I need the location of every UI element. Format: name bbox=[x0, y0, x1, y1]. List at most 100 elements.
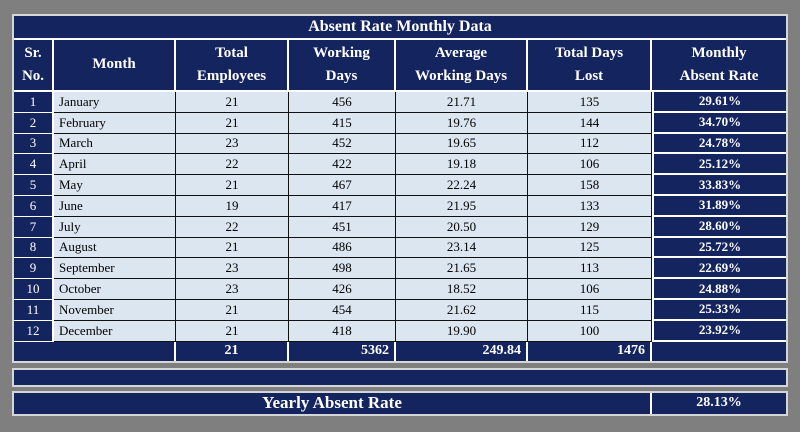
row-month[interactable]: October bbox=[54, 279, 176, 300]
row-total-employees[interactable]: 21 bbox=[176, 92, 289, 113]
row-working-days[interactable]: 452 bbox=[289, 133, 396, 155]
row-working-days[interactable]: 422 bbox=[289, 154, 396, 176]
row-total-employees[interactable]: 22 bbox=[176, 216, 289, 238]
row-working-days[interactable]: 418 bbox=[289, 320, 396, 342]
row-monthly-absent-rate[interactable]: 31.89% bbox=[652, 195, 786, 217]
row-monthly-absent-rate[interactable]: 34.70% bbox=[652, 112, 786, 134]
column-header-monthly-absent-rate[interactable]: Monthly Absent Rate bbox=[652, 40, 786, 90]
row-month[interactable]: February bbox=[54, 112, 176, 134]
column-header-month[interactable]: Month bbox=[54, 40, 176, 90]
column-header-total-days-lost[interactable]: Total Days Lost bbox=[528, 40, 652, 90]
row-monthly-absent-rate[interactable]: 28.60% bbox=[652, 216, 786, 238]
row-sr-no[interactable]: 2 bbox=[14, 112, 54, 134]
row-total-days-lost[interactable]: 158 bbox=[528, 175, 652, 196]
row-average-working-days[interactable]: 21.71 bbox=[396, 92, 528, 113]
row-working-days[interactable]: 498 bbox=[289, 258, 396, 280]
row-month[interactable]: January bbox=[54, 92, 176, 113]
row-average-working-days[interactable]: 18.52 bbox=[396, 279, 528, 300]
row-month[interactable]: September bbox=[54, 258, 176, 280]
row-average-working-days[interactable]: 19.18 bbox=[396, 154, 528, 176]
column-header-average-working-days[interactable]: Average Working Days bbox=[396, 40, 528, 90]
row-average-working-days[interactable]: 23.14 bbox=[396, 237, 528, 259]
totals-total-employees[interactable]: 21 bbox=[176, 341, 289, 361]
row-sr-no[interactable]: 9 bbox=[14, 258, 54, 280]
row-total-days-lost[interactable]: 106 bbox=[528, 154, 652, 176]
row-total-days-lost[interactable]: 135 bbox=[528, 92, 652, 113]
row-average-working-days[interactable]: 19.76 bbox=[396, 112, 528, 134]
row-sr-no[interactable]: 3 bbox=[14, 133, 54, 155]
row-total-days-lost[interactable]: 100 bbox=[528, 320, 652, 342]
column-header-total-employees[interactable]: Total Employees bbox=[176, 40, 289, 90]
yearly-absent-rate-value[interactable]: 28.13% bbox=[696, 395, 742, 411]
row-total-days-lost[interactable]: 115 bbox=[528, 299, 652, 321]
row-month[interactable]: April bbox=[54, 154, 176, 176]
row-total-employees[interactable]: 19 bbox=[176, 195, 289, 217]
table-title-cell[interactable]: Absent Rate Monthly Data bbox=[14, 16, 786, 40]
row-monthly-absent-rate[interactable]: 33.83% bbox=[652, 175, 786, 196]
row-sr-no[interactable]: 12 bbox=[14, 320, 54, 342]
row-month[interactable]: March bbox=[54, 133, 176, 155]
totals-absent-rate-empty-cell[interactable] bbox=[652, 341, 786, 361]
row-working-days[interactable]: 456 bbox=[289, 92, 396, 113]
row-month[interactable]: July bbox=[54, 216, 176, 238]
row-working-days[interactable]: 451 bbox=[289, 216, 396, 238]
row-average-working-days[interactable]: 20.50 bbox=[396, 216, 528, 238]
column-header-working-days[interactable]: Working Days bbox=[289, 40, 396, 90]
row-total-employees[interactable]: 21 bbox=[176, 237, 289, 259]
row-sr-no[interactable]: 5 bbox=[14, 175, 54, 196]
row-working-days[interactable]: 415 bbox=[289, 112, 396, 134]
row-total-days-lost[interactable]: 129 bbox=[528, 216, 652, 238]
row-month[interactable]: November bbox=[54, 299, 176, 321]
row-total-days-lost[interactable]: 113 bbox=[528, 258, 652, 280]
row-total-days-lost[interactable]: 106 bbox=[528, 279, 652, 300]
row-sr-no[interactable]: 6 bbox=[14, 195, 54, 217]
row-monthly-absent-rate[interactable]: 23.92% bbox=[652, 320, 786, 342]
row-monthly-absent-rate[interactable]: 22.69% bbox=[652, 258, 786, 280]
row-month[interactable]: December bbox=[54, 320, 176, 342]
row-total-days-lost[interactable]: 144 bbox=[528, 112, 652, 134]
row-total-employees[interactable]: 21 bbox=[176, 320, 289, 342]
row-average-working-days[interactable]: 21.95 bbox=[396, 195, 528, 217]
row-sr-no[interactable]: 10 bbox=[14, 279, 54, 300]
row-average-working-days[interactable]: 21.62 bbox=[396, 299, 528, 321]
totals-total-days-lost[interactable]: 1476 bbox=[528, 341, 652, 361]
row-average-working-days[interactable]: 21.65 bbox=[396, 258, 528, 280]
row-total-employees[interactable]: 21 bbox=[176, 299, 289, 321]
row-working-days[interactable]: 417 bbox=[289, 195, 396, 217]
totals-average-working-days[interactable]: 249.84 bbox=[396, 341, 528, 361]
row-sr-no[interactable]: 8 bbox=[14, 237, 54, 259]
row-total-employees[interactable]: 23 bbox=[176, 279, 289, 300]
row-average-working-days[interactable]: 22.24 bbox=[396, 175, 528, 196]
row-monthly-absent-rate[interactable]: 24.88% bbox=[652, 279, 786, 300]
row-total-days-lost[interactable]: 112 bbox=[528, 133, 652, 155]
row-total-days-lost[interactable]: 125 bbox=[528, 237, 652, 259]
row-monthly-absent-rate[interactable]: 25.12% bbox=[652, 154, 786, 176]
row-total-employees[interactable]: 23 bbox=[176, 133, 289, 155]
row-monthly-absent-rate[interactable]: 25.33% bbox=[652, 299, 786, 321]
row-working-days[interactable]: 467 bbox=[289, 175, 396, 196]
yearly-absent-rate-label[interactable]: Yearly Absent Rate bbox=[14, 392, 652, 414]
row-average-working-days[interactable]: 19.90 bbox=[396, 320, 528, 342]
totals-working-days[interactable]: 5362 bbox=[289, 341, 396, 361]
row-monthly-absent-rate[interactable]: 25.72% bbox=[652, 237, 786, 259]
totals-empty-cell[interactable] bbox=[14, 341, 176, 361]
row-total-days-lost[interactable]: 133 bbox=[528, 195, 652, 217]
row-sr-no[interactable]: 4 bbox=[14, 154, 54, 176]
row-working-days[interactable]: 454 bbox=[289, 299, 396, 321]
row-monthly-absent-rate[interactable]: 29.61% bbox=[652, 92, 786, 113]
row-working-days[interactable]: 426 bbox=[289, 279, 396, 300]
row-average-working-days[interactable]: 19.65 bbox=[396, 133, 528, 155]
row-month[interactable]: June bbox=[54, 195, 176, 217]
row-sr-no[interactable]: 11 bbox=[14, 299, 54, 321]
row-monthly-absent-rate[interactable]: 24.78% bbox=[652, 133, 786, 155]
row-total-employees[interactable]: 22 bbox=[176, 154, 289, 176]
row-working-days[interactable]: 486 bbox=[289, 237, 396, 259]
row-month[interactable]: August bbox=[54, 237, 176, 259]
row-month[interactable]: May bbox=[54, 175, 176, 196]
row-total-employees[interactable]: 23 bbox=[176, 258, 289, 280]
row-total-employees[interactable]: 21 bbox=[176, 175, 289, 196]
row-sr-no[interactable]: 1 bbox=[14, 92, 54, 113]
row-total-employees[interactable]: 21 bbox=[176, 112, 289, 134]
row-sr-no[interactable]: 7 bbox=[14, 216, 54, 238]
column-header-sr-no[interactable]: Sr. No. bbox=[14, 40, 54, 90]
